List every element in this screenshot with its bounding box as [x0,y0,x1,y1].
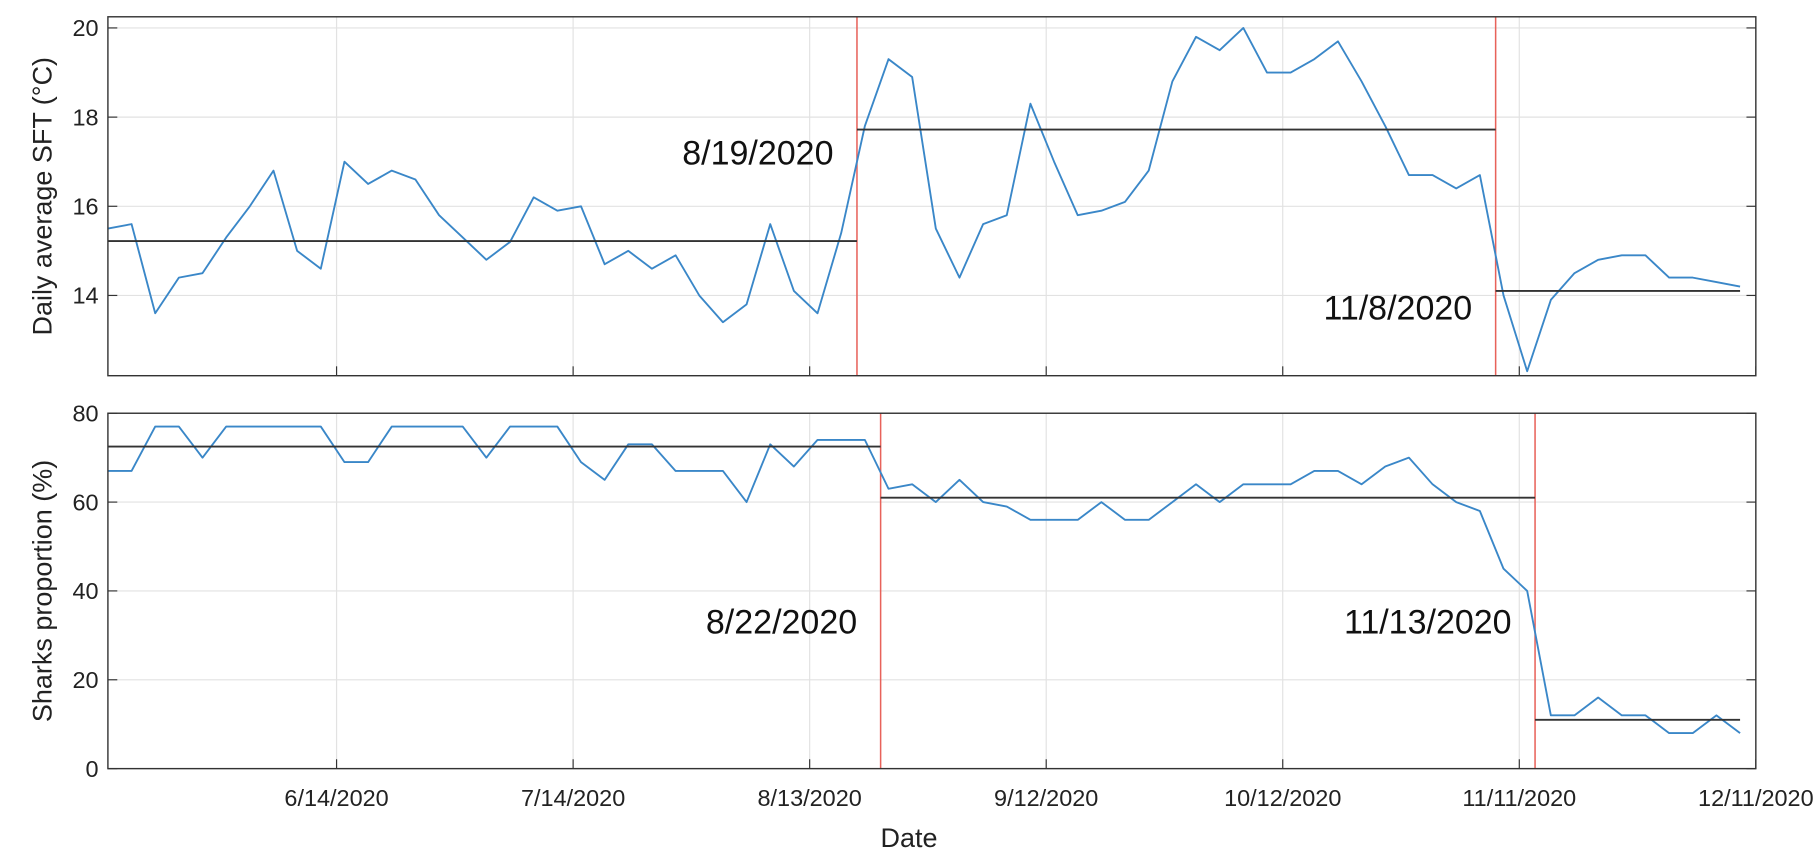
y-tick-label: 20 [72,667,98,693]
x-tick-label: 8/13/2020 [758,785,862,811]
changepoint-label: 8/22/2020 [706,604,857,642]
y-tick-label: 20 [72,15,98,41]
y-tick-label: 40 [72,578,98,604]
changepoint-label: 11/8/2020 [1323,289,1472,327]
x-tick-label: 9/12/2020 [994,785,1098,811]
y-tick-label: 14 [72,283,98,309]
y-tick-label: 18 [72,104,98,130]
changepoint-label: 8/19/2020 [682,135,833,173]
x-tick-label: 10/12/2020 [1224,785,1341,811]
y-tick-label: 60 [72,489,98,515]
changepoint-label: 11/13/2020 [1344,604,1512,642]
data-line [107,425,1741,735]
y-axis-label: Daily average SFT (°C) [28,57,58,336]
x-tick-label: 12/11/2020 [1698,785,1814,811]
x-tick-label: 11/11/2020 [1462,785,1576,811]
plot-frame [107,412,1757,770]
x-axis-label: Date [881,823,938,853]
x-tick-label: 7/14/2020 [521,785,625,811]
y-tick-label: 0 [85,756,98,782]
plot-frame [107,16,1757,377]
y-axis-label: Sharks proportion (%) [28,460,58,722]
y-tick-label: 80 [72,400,98,426]
x-tick-label: 6/14/2020 [284,785,388,811]
data-line [107,26,1741,373]
y-tick-label: 16 [72,193,98,219]
